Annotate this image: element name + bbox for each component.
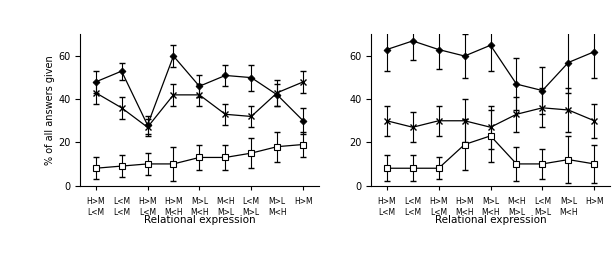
Text: M<H: M<H bbox=[507, 197, 526, 206]
Text: L<M: L<M bbox=[430, 208, 447, 217]
Text: L<M: L<M bbox=[534, 197, 551, 206]
Text: H>M: H>M bbox=[164, 197, 183, 206]
Text: M<H: M<H bbox=[190, 208, 209, 217]
Text: M>L: M>L bbox=[269, 197, 286, 206]
Text: L<M: L<M bbox=[404, 197, 421, 206]
Text: M<H: M<H bbox=[455, 208, 474, 217]
X-axis label: Relational expression: Relational expression bbox=[144, 215, 255, 225]
Text: M<H: M<H bbox=[164, 208, 183, 217]
Text: H>M: H>M bbox=[455, 197, 474, 206]
Text: M>L: M>L bbox=[243, 208, 260, 217]
Text: H>M: H>M bbox=[138, 197, 157, 206]
Text: M>L: M>L bbox=[534, 208, 551, 217]
Text: M>L: M>L bbox=[191, 197, 208, 206]
Text: H>M: H>M bbox=[294, 197, 312, 206]
Text: M<H: M<H bbox=[216, 197, 235, 206]
Text: M<H: M<H bbox=[559, 208, 578, 217]
Text: H>M: H>M bbox=[429, 197, 448, 206]
Text: M>L: M>L bbox=[560, 197, 577, 206]
Text: M>L: M>L bbox=[482, 197, 499, 206]
Text: M>L: M>L bbox=[217, 208, 234, 217]
Text: L<M: L<M bbox=[378, 208, 395, 217]
Text: L<M: L<M bbox=[87, 208, 104, 217]
Legend: correct, incorrect, word refer back: correct, incorrect, word refer back bbox=[472, 39, 572, 78]
Text: M<H: M<H bbox=[268, 208, 286, 217]
Text: L<M: L<M bbox=[113, 197, 130, 206]
Text: M<H: M<H bbox=[481, 208, 500, 217]
Text: H>M: H>M bbox=[378, 197, 396, 206]
X-axis label: Relational expression: Relational expression bbox=[435, 215, 546, 225]
Text: L<M: L<M bbox=[243, 197, 260, 206]
Text: L<M: L<M bbox=[404, 208, 421, 217]
Text: H>M: H>M bbox=[585, 197, 604, 206]
Text: H>M: H>M bbox=[86, 197, 105, 206]
Text: L<M: L<M bbox=[113, 208, 130, 217]
Text: L<M: L<M bbox=[139, 208, 156, 217]
Y-axis label: % of all answers given: % of all answers given bbox=[45, 55, 55, 165]
Text: M>L: M>L bbox=[508, 208, 525, 217]
